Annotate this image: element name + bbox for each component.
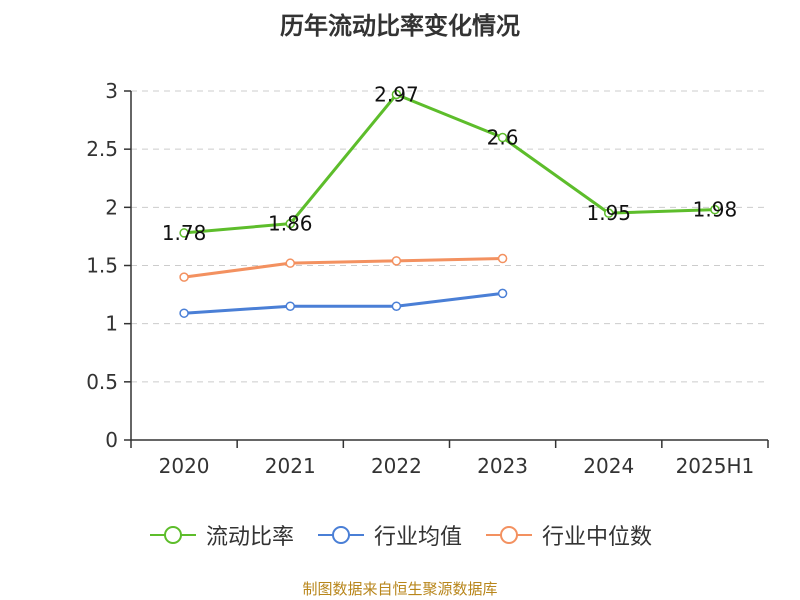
data-point[interactable] [497,132,508,143]
x-tick-label: 2020 [159,454,210,478]
legend-item-series-0[interactable]: 流动比率 [148,519,294,551]
data-point[interactable] [179,308,189,318]
y-tick-label: 0 [105,428,118,452]
data-label: 2.97 [374,82,419,106]
grid-lines [131,90,768,383]
series-line-0 [183,92,715,235]
data-point[interactable] [179,272,189,282]
data-point[interactable] [285,218,295,229]
data-labels: 1.78 1.86 2.97 2.6 1.95 1.98 [162,82,737,244]
y-tick-label: 1.5 [86,254,118,278]
x-tick-label: 2023 [477,454,528,478]
source-note: 制图数据来自恒生聚源数据库 [302,580,498,598]
y-tick-label: 1 [105,312,118,336]
legend-line-icon [149,526,196,544]
legend: 流动比率 行业均值 行业中位数 [0,519,800,551]
x-tick-label: 2021 [265,454,316,478]
data-point[interactable] [497,253,508,264]
series-line-2 [183,257,503,279]
y-tick-label: 2 [105,195,118,219]
data-point[interactable] [391,301,402,311]
y-tick-label: 3 [105,79,118,103]
data-label: 1.78 [162,221,207,245]
data-point[interactable] [285,258,295,268]
data-point[interactable] [391,256,402,266]
y-tick-label: 2.5 [86,137,118,161]
legend-line-icon [486,526,532,544]
legend-line-icon [317,526,364,544]
data-point[interactable] [710,204,720,215]
x-tick-label: 2025H1 [676,454,755,478]
y-tick-label: 0.5 [86,370,118,394]
legend-item-series-2[interactable]: 行业中位数 [484,519,652,551]
series-line-1 [183,291,503,315]
data-label: 1.95 [586,201,631,225]
x-tick-label: 2022 [371,454,422,478]
data-label: 1.98 [693,198,738,222]
chart-title: 历年流动比率变化情况 [280,12,520,40]
data-point[interactable] [604,208,614,218]
legend-label: 流动比率 [205,525,294,550]
data-point[interactable] [179,228,189,238]
data-point[interactable] [391,89,402,100]
legend-item-series-1[interactable]: 行业均值 [316,519,462,551]
data-label: 1.86 [268,212,313,236]
legend-label: 行业中位数 [542,525,653,550]
legend-label: 行业均值 [373,525,462,550]
data-point[interactable] [285,301,295,311]
data-label: 2.6 [487,126,519,150]
series-lines [179,89,720,318]
data-point[interactable] [497,288,508,299]
x-tick-label: 2024 [583,454,634,478]
axes: 0 0.5 1 1.5 2 2.5 3 2020 2021 2022 2023 2024 2025H1 [86,79,769,478]
